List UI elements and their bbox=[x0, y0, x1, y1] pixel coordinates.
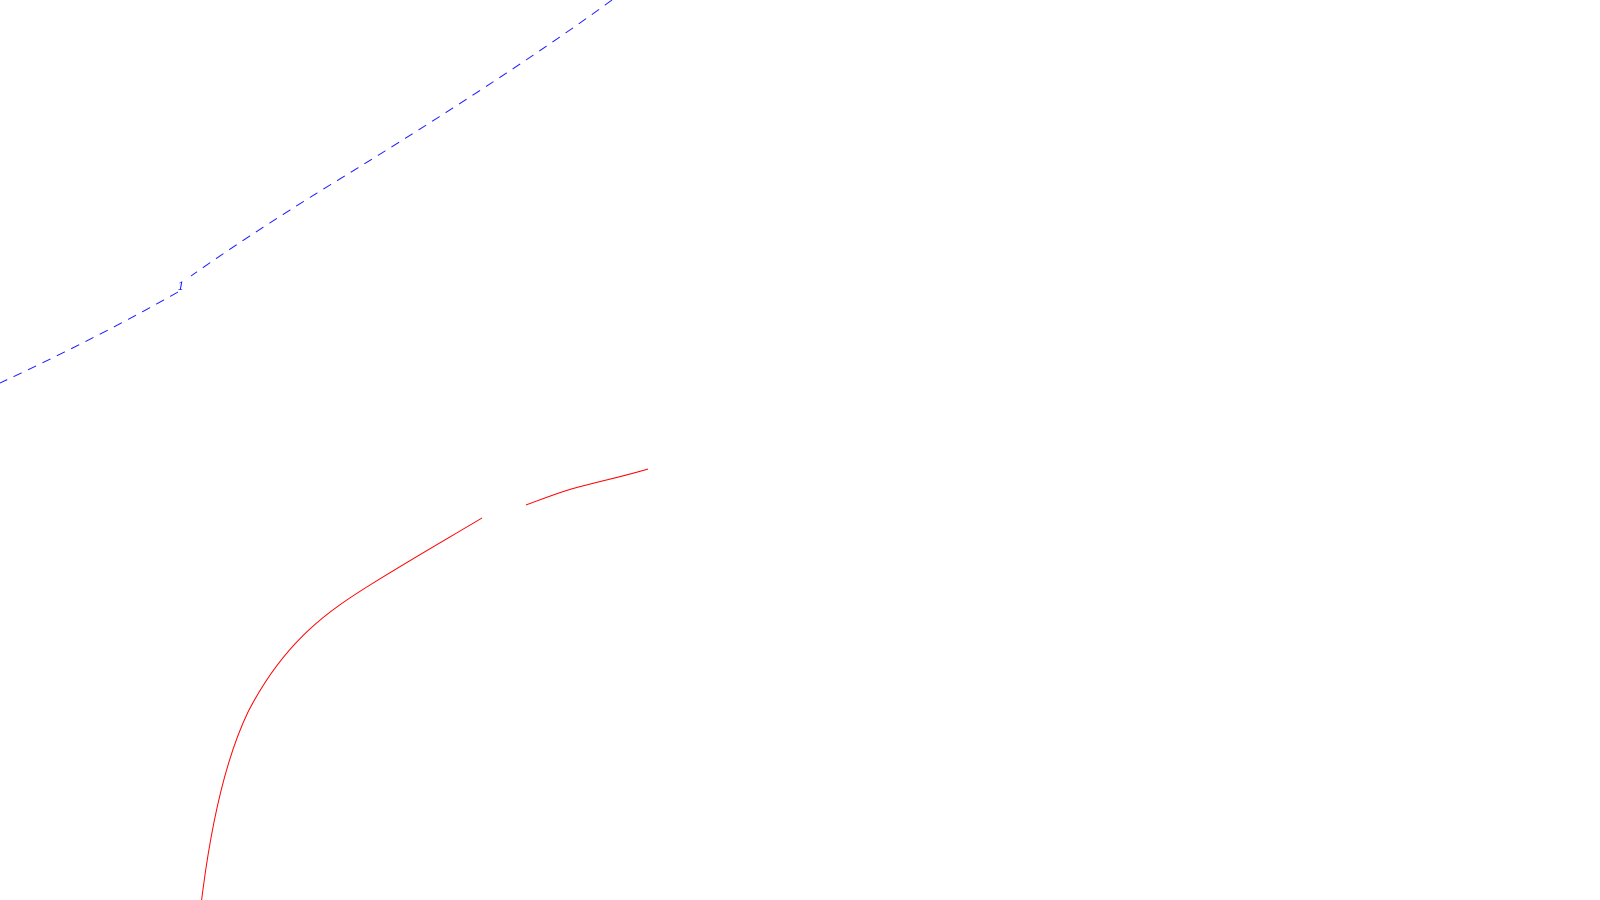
blue-contour-segment-lower bbox=[0, 291, 179, 384]
red-contour-segment-upper bbox=[525, 468, 649, 506]
blue-contour-label: 1 bbox=[178, 280, 185, 293]
red-contour-segment-lower bbox=[201, 517, 483, 900]
red-solid-contour bbox=[201, 468, 649, 900]
blue-dashed-contour: 1 bbox=[0, 0, 613, 384]
blue-contour-segment-upper bbox=[190, 0, 613, 277]
